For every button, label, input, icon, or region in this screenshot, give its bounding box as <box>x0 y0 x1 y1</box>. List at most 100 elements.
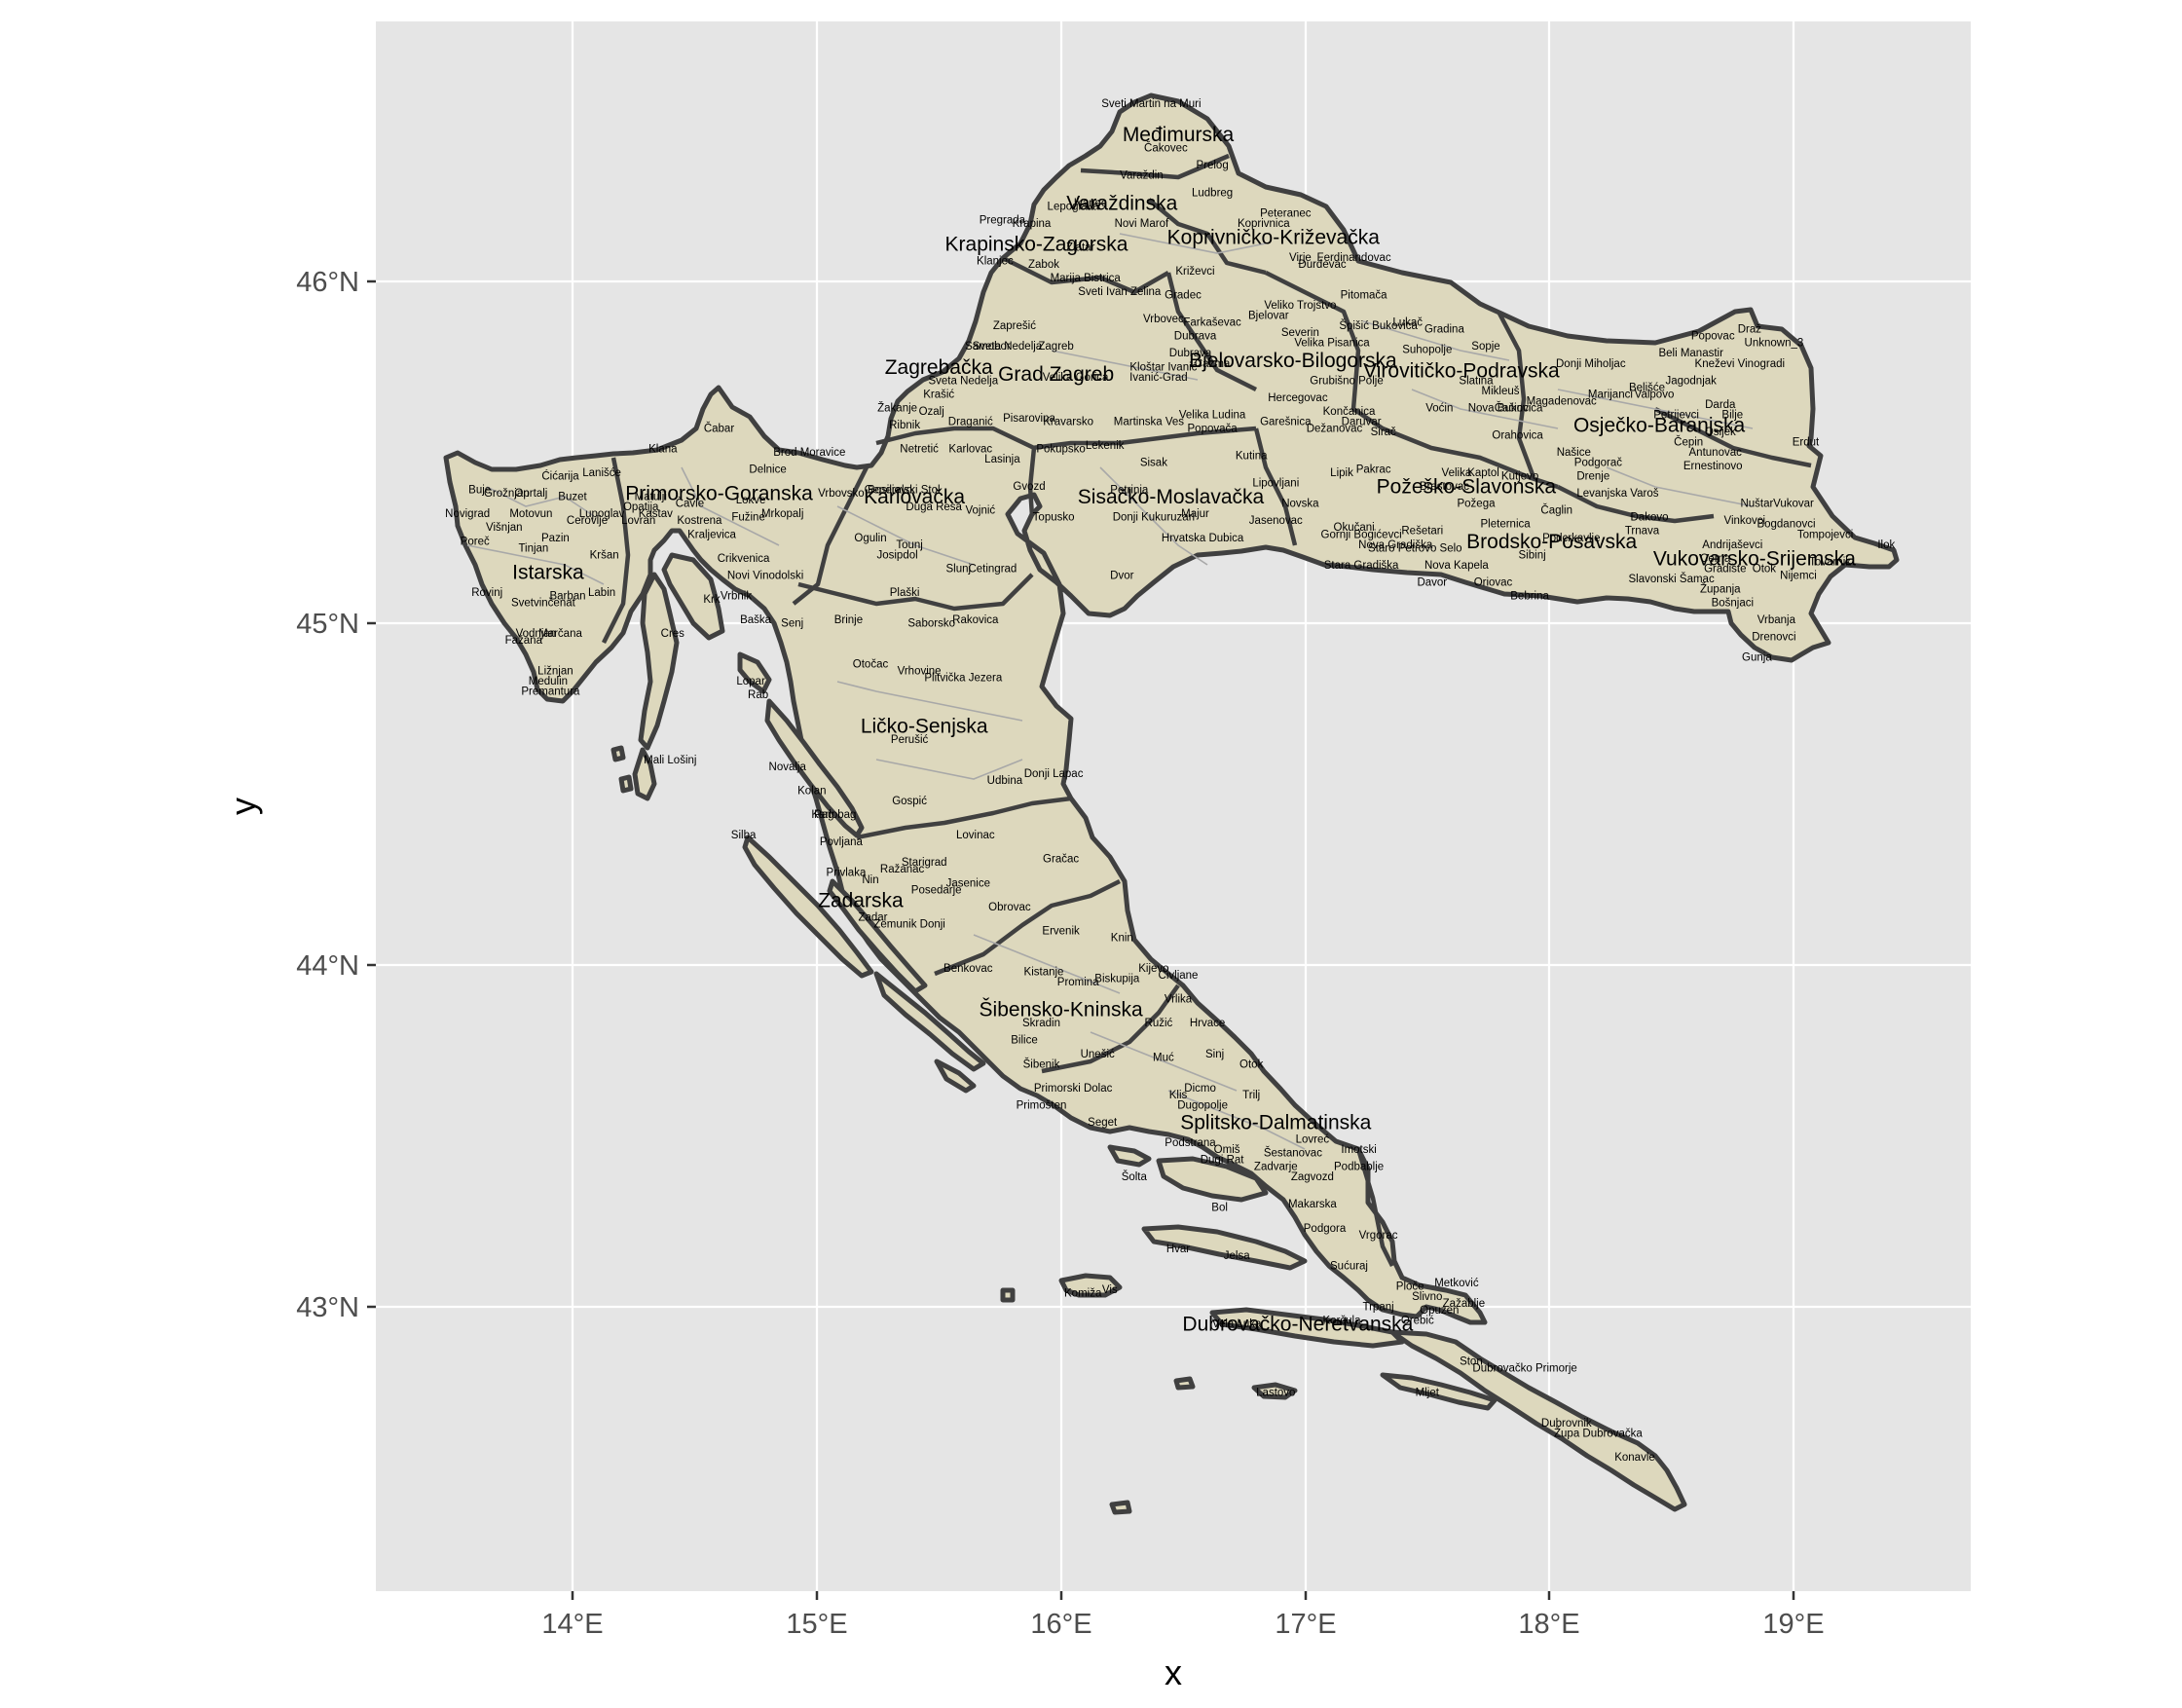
municipality-label-lovinac: Lovinac <box>956 830 995 841</box>
island-rab <box>737 651 772 694</box>
municipality-label-vrbnik: Vrbnik <box>721 590 752 602</box>
municipality-label-sveta-nedelja: Sveta Nedelja <box>973 341 1043 353</box>
municipality-label-dvor: Dvor <box>1110 570 1133 581</box>
municipality-label-pisarovina: Pisarovina <box>1003 413 1055 425</box>
municipality-label-lovran: Lovran <box>621 515 655 527</box>
municipality-label-lipovljani: Lipovljani <box>1252 478 1299 490</box>
municipality-label-sveti-martin-na-muri: Sveti Martin na Muri <box>1101 98 1201 110</box>
municipality-label-gunja: Gunja <box>1742 652 1772 664</box>
border-varazdin-medimurje <box>1080 153 1230 180</box>
municipality-label-majur: Majur <box>1181 508 1209 520</box>
municipality-label-dubrovacko-primorje: Dubrovačko Primorje <box>1472 1363 1576 1375</box>
border-primorje-karlovac <box>792 465 869 606</box>
x-axis-title: x <box>1165 1652 1182 1692</box>
county-label-osjecko-baranjska: Osječko-Baranjska <box>1573 414 1746 436</box>
municipality-label-sucuraj: Sućuraj <box>1330 1260 1368 1272</box>
municipality-label-hvar: Hvar <box>1166 1244 1190 1255</box>
municipality-label-muc: Muć <box>1153 1052 1174 1063</box>
municipality-label-ruzic: Ružić <box>1145 1018 1173 1029</box>
municipality-label-peteranec: Peteranec <box>1260 207 1312 219</box>
municipality-label-petrijevci: Petrijevci <box>1653 409 1699 421</box>
municipality-label-pitomaca: Pitomača <box>1341 290 1388 302</box>
municipality-label-sveti-ivan-zelina: Sveti Ivan Zelina <box>1078 286 1162 298</box>
municipality-label-benkovac: Benkovac <box>943 963 993 975</box>
municipality-label-zupa-dubrovacka: Župa Dubrovačka <box>1554 1427 1643 1439</box>
peljesac-and-dubrovnik-coast <box>1389 1329 1687 1512</box>
municipality-label-pregrada: Pregrada <box>980 214 1026 226</box>
municipality-label-delnice: Delnice <box>749 464 786 476</box>
municipality-label-daruvar: Daruvar <box>1342 416 1382 427</box>
border-bjelovar-virovitica <box>1264 270 1385 430</box>
municipality-label-velika: Velika <box>1442 467 1472 479</box>
municipality-label-gvozd: Gvozd <box>1013 481 1045 493</box>
municipality-label-ervenik: Ervenik <box>1042 925 1080 937</box>
municipality-label-valpovo: Valpovo <box>1635 389 1675 400</box>
municipality-label-virje: Virje <box>1289 252 1312 264</box>
municipality-label-buzet: Buzet <box>558 492 587 503</box>
municipality-label-koncanica: Končanica <box>1323 406 1376 418</box>
municipality-label-lipik: Lipik <box>1330 467 1353 479</box>
municipality-label-nova-kapela: Nova Kapela <box>1424 560 1489 572</box>
municipality-label-resetari: Rešetari <box>1401 526 1443 538</box>
municipality-label-civljane: Civljane <box>1159 970 1199 982</box>
municipality-label-razanac: Ražanac <box>880 864 925 875</box>
municipality-label-vocin: Voćin <box>1425 402 1453 414</box>
muni-border-8 <box>1051 350 1199 381</box>
municipality-label-velika-ludina: Velika Ludina <box>1179 409 1246 421</box>
county-label-primorsko-goranska: Primorsko-Goranska <box>625 483 813 505</box>
muni-border-11 <box>1557 389 1754 429</box>
municipality-label-premantura: Premantura <box>521 687 580 698</box>
municipality-label-komiza: Komiža <box>1064 1288 1102 1300</box>
municipality-label-trilj: Trilj <box>1242 1090 1260 1101</box>
island-krk <box>661 552 725 641</box>
municipality-label-farkasevac: Farkaševac <box>1183 317 1241 329</box>
municipality-label-senj: Senj <box>781 618 803 630</box>
municipality-label-hrvace: Hrvace <box>1190 1018 1225 1029</box>
municipality-label-donji-miholjac: Donji Miholjac <box>1556 358 1626 370</box>
muni-border-13 <box>973 934 1121 994</box>
municipality-label-baska: Baška <box>740 614 772 626</box>
municipality-label-severin: Severin <box>1281 327 1319 339</box>
municipality-label-lanisce: Lanišće <box>582 467 621 479</box>
municipality-label-beli-manastir: Beli Manastir <box>1658 348 1723 359</box>
x-tick-label-19e: 19°E <box>1762 1609 1824 1640</box>
municipality-label-novi-marof: Novi Marof <box>1115 218 1169 230</box>
municipality-label-dubrovnik: Dubrovnik <box>1541 1418 1592 1430</box>
border-brod-vukovar <box>1556 484 1715 524</box>
border-zagorje <box>1001 255 1170 295</box>
municipality-label-orebic: Orebić <box>1401 1316 1434 1327</box>
municipality-label-velika-gorica: Velika Gorica <box>1043 372 1109 384</box>
municipality-label-rovinj: Rovinj <box>471 587 502 599</box>
municipality-label-cazma: Čazma <box>1195 357 1231 370</box>
municipality-label-nustar: Nuštar <box>1740 499 1773 510</box>
municipality-label-klanjec: Klanjec <box>977 256 1014 268</box>
municipality-label-varazdin: Varaždin <box>1120 170 1164 182</box>
municipality-label-nin: Nin <box>862 874 878 886</box>
municipality-borders <box>466 233 1754 1150</box>
municipality-label-crikvenica: Crikvenica <box>718 553 770 565</box>
municipality-label-liznjan: Ližnjan <box>537 666 573 678</box>
muni-border-14 <box>1090 1031 1238 1092</box>
municipality-label-vukovar: Vukovar <box>1773 499 1814 510</box>
municipality-label-metkovic: Metković <box>1434 1278 1479 1289</box>
island-dugi-otok <box>742 835 874 979</box>
y-tick-label-45n: 45°N <box>296 609 359 640</box>
municipality-label-cerna: Cerna <box>1700 553 1731 565</box>
municipality-label-bilice: Bilice <box>1011 1035 1037 1047</box>
municipality-label-akovo: Đakovo <box>1631 512 1669 524</box>
muni-border-12 <box>1606 466 1754 507</box>
axes: 14°E 15°E 16°E 17°E 18°E 19°E 46°N 45°N … <box>223 267 1825 1692</box>
municipality-label-cerovlje: Cerovlje <box>567 515 608 527</box>
municipality-label-vrbovsko: Vrbovsko <box>818 488 865 500</box>
municipality-label-vrhovine: Vrhovine <box>898 666 942 678</box>
municipality-label-cres: Cres <box>661 628 685 640</box>
municipality-label-fuzine: Fužine <box>731 512 765 524</box>
municipality-label-dicmo: Dicmo <box>1184 1083 1216 1095</box>
municipality-label-osijek: Osijek <box>1705 427 1736 438</box>
municipality-label-bilje: Bilje <box>1721 409 1743 421</box>
municipality-label-kraljevica: Kraljevica <box>687 529 736 540</box>
municipality-label-zabok: Zabok <box>1028 259 1059 271</box>
municipality-label-krsan: Kršan <box>590 549 619 561</box>
municipality-label-sestanovac: Šestanovac <box>1264 1147 1322 1160</box>
x-tick-label-14e: 14°E <box>541 1609 603 1640</box>
